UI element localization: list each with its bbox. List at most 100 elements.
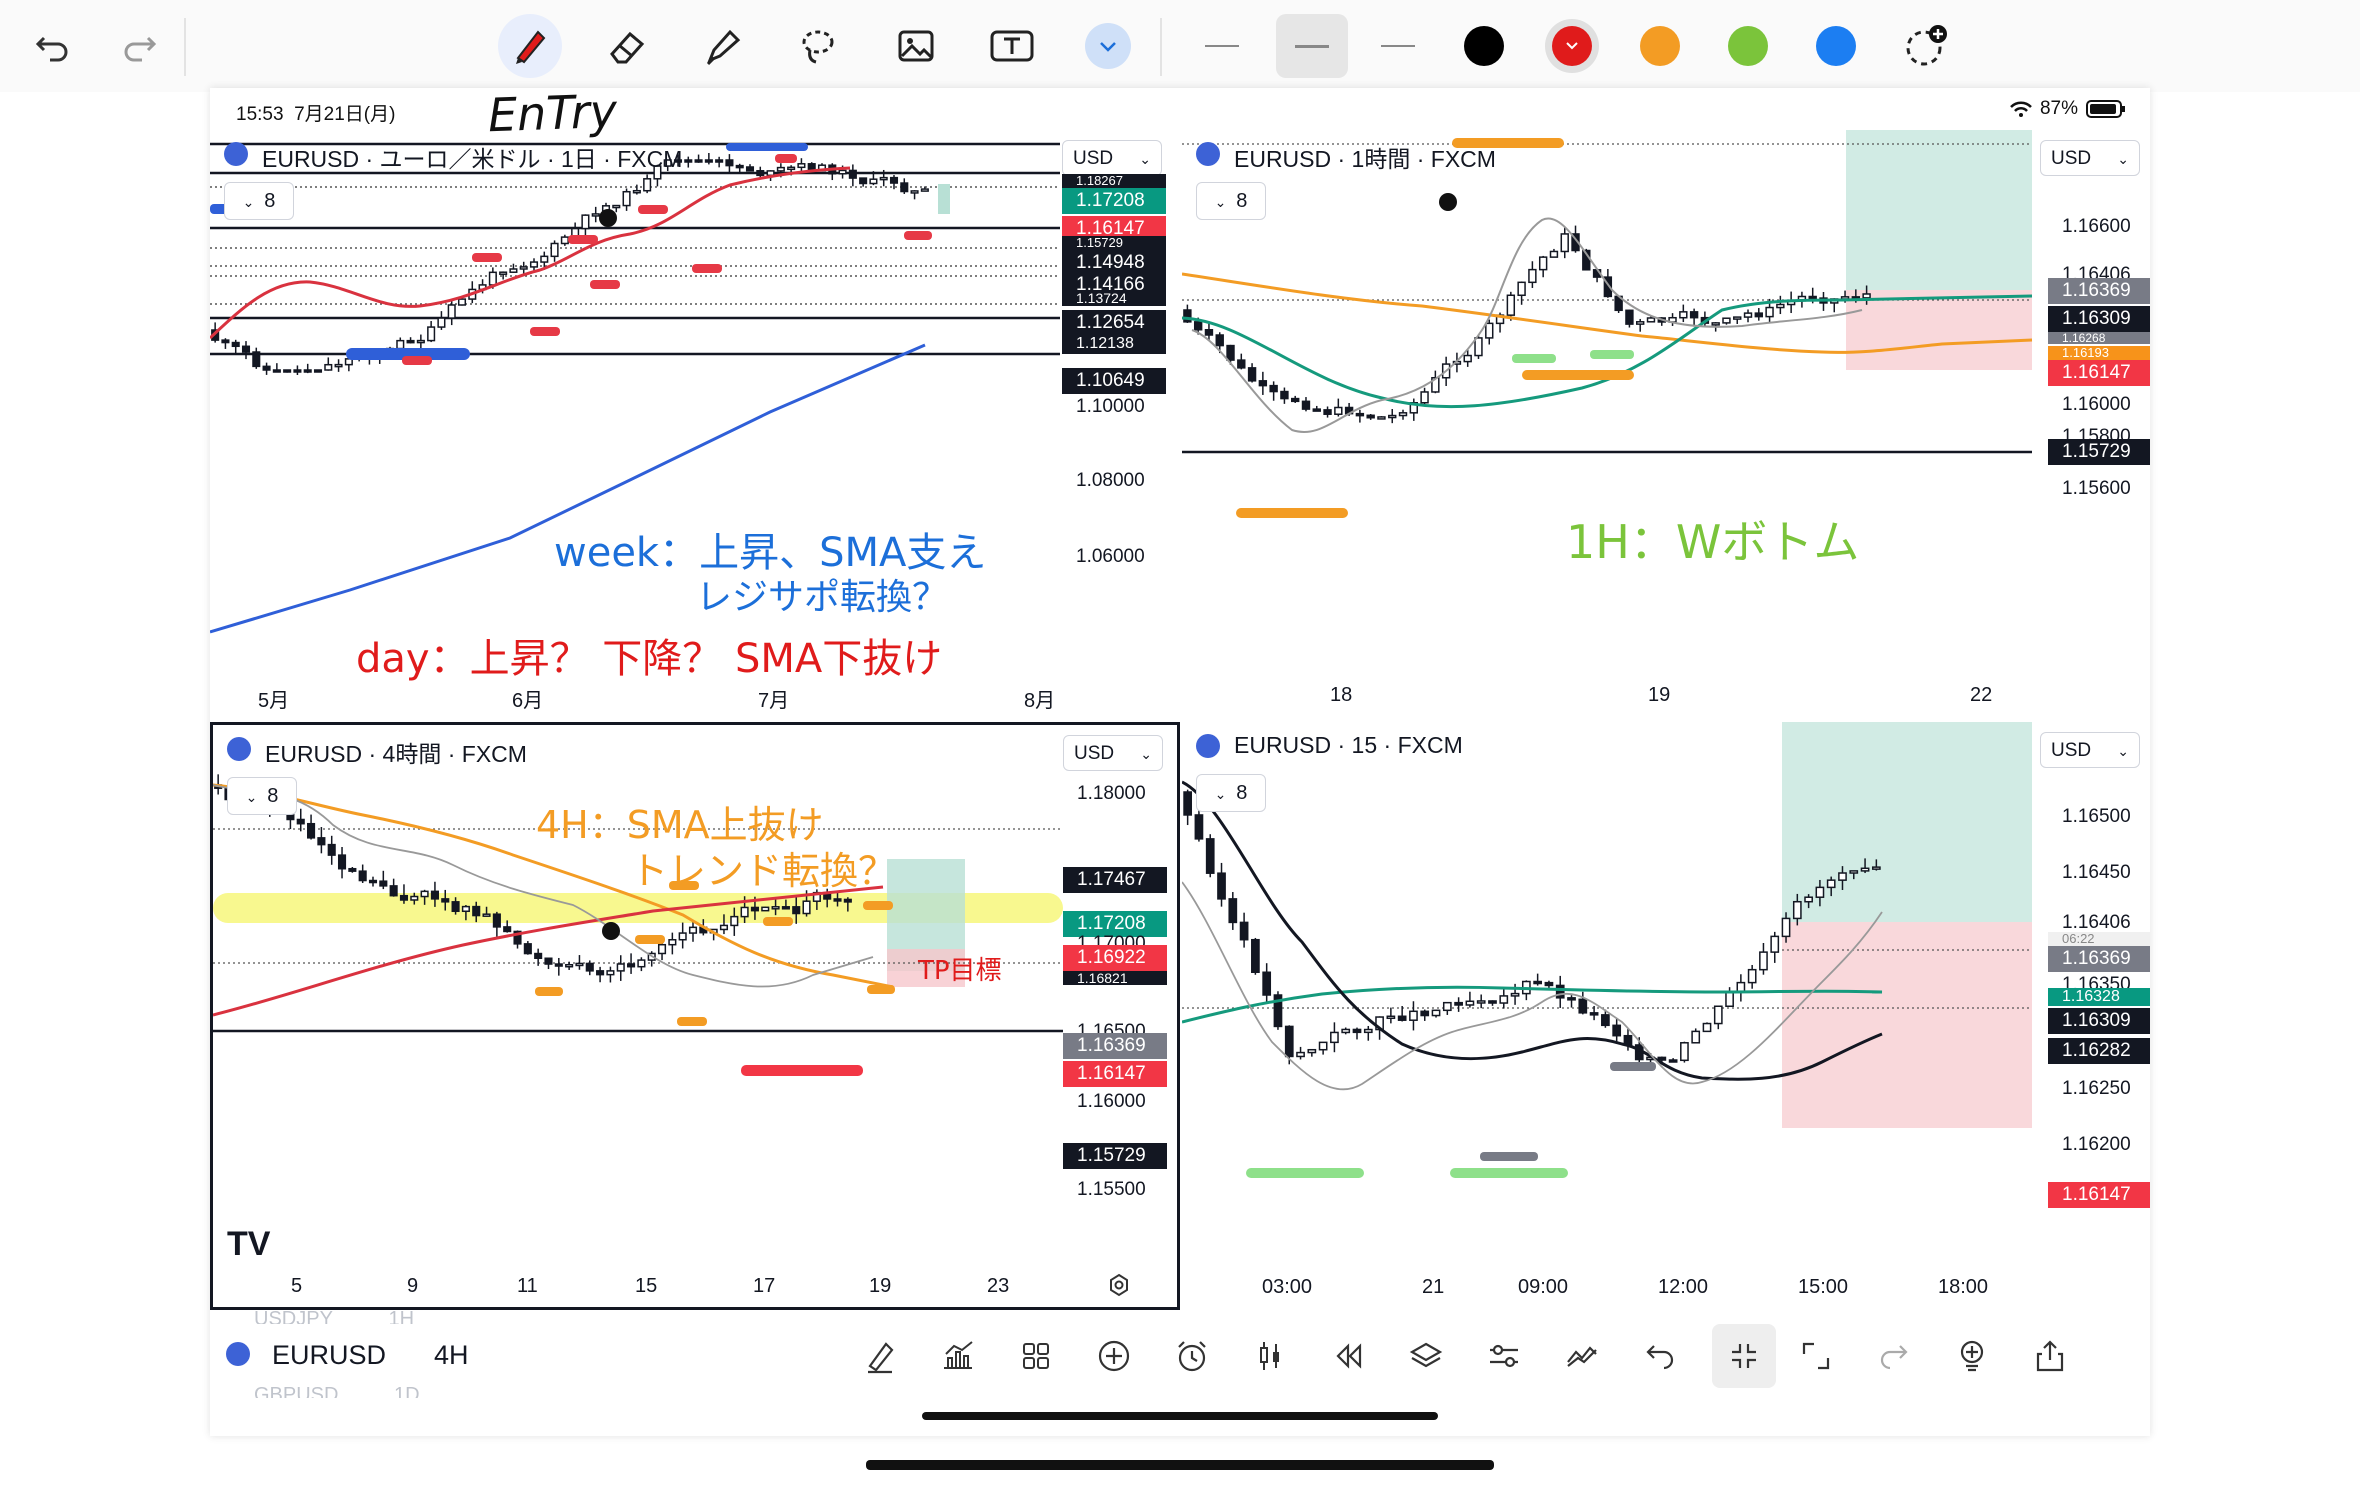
image-icon[interactable] — [884, 14, 948, 78]
candle-body — [1397, 1015, 1407, 1021]
candle-body — [1528, 268, 1537, 284]
pen-icon[interactable] — [498, 14, 562, 78]
hourly-chart-canvas[interactable] — [1182, 130, 2150, 718]
h4-chart-canvas[interactable] — [213, 725, 1177, 1307]
note-tp: TP目標 — [918, 956, 1002, 986]
hourly-price-label: 1.16600 — [2062, 216, 2131, 237]
alarm-icon[interactable] — [1166, 1330, 1218, 1382]
candle-body — [1318, 1041, 1328, 1051]
daily-currency-select[interactable]: USD ⌄ — [1062, 140, 1162, 176]
layers-icon[interactable] — [1400, 1330, 1452, 1382]
candle-body — [1849, 870, 1859, 874]
symbol-name[interactable]: EURUSD — [272, 1340, 387, 1370]
daily-tag-0: 1.17208 — [1062, 188, 1166, 214]
color-blue-swatch[interactable] — [1804, 14, 1868, 78]
collapse-icon[interactable] — [1712, 1324, 1776, 1388]
layout-grid-icon[interactable] — [1010, 1330, 1062, 1382]
color-green-swatch[interactable] — [1716, 14, 1780, 78]
candle-body — [1517, 281, 1526, 297]
hourly-currency-select[interactable]: USD ⌄ — [2040, 140, 2140, 176]
color-red-swatch[interactable] — [1540, 14, 1604, 78]
more-tools-chevron-icon[interactable] — [1076, 14, 1140, 78]
chart-panel-15m[interactable]: EURUSD · 15 · FXCM ⌄ 8 USD ⌄ 1.16500 1.164… — [1182, 722, 2150, 1310]
candle-body — [337, 854, 347, 870]
h4-indicator-toggle[interactable]: ⌄ 8 — [227, 777, 297, 815]
candle-body — [1499, 995, 1509, 1004]
candle-body — [499, 271, 508, 275]
thick-stroke-icon[interactable] — [1366, 14, 1430, 78]
candle-body — [1431, 1009, 1441, 1017]
chart-panel-daily[interactable]: EURUSD · ユーロ／米ドル · 1日 · FXCM ⌄ 8 USD ⌄ 1.1… — [210, 130, 1180, 718]
symbol-next[interactable]: GBPUSD 1D — [254, 1384, 420, 1398]
eraser-icon[interactable] — [594, 14, 658, 78]
add-color-icon[interactable] — [1894, 14, 1958, 78]
candle-body — [1386, 1015, 1396, 1020]
tradingview-logo: TV — [227, 1225, 271, 1263]
candle-body — [694, 159, 703, 163]
thin-stroke-icon[interactable] — [1190, 14, 1254, 78]
symbol-prev[interactable]: USDJPY 1H — [254, 1310, 415, 1324]
daily-price-label: 1.10000 — [1076, 396, 1145, 417]
candle-style-icon[interactable] — [1244, 1330, 1296, 1382]
compare-icon[interactable] — [1556, 1330, 1608, 1382]
candle-body — [492, 913, 501, 928]
candle-body — [1808, 295, 1817, 300]
color-orange-swatch[interactable] — [1628, 14, 1692, 78]
daily-indicator-toggle[interactable]: ⌄ 8 — [224, 182, 294, 220]
redo-icon[interactable] — [108, 14, 172, 78]
add-symbol-icon[interactable] — [1088, 1330, 1140, 1382]
settings-sliders-icon[interactable] — [1478, 1330, 1530, 1382]
undo-icon[interactable] — [20, 14, 84, 78]
m15-currency-select[interactable]: USD ⌄ — [2040, 732, 2140, 768]
candle-body — [1247, 367, 1257, 382]
candle-body — [447, 304, 456, 319]
drawing-tool-icon[interactable] — [854, 1330, 906, 1382]
replay-icon[interactable] — [1322, 1330, 1374, 1382]
idea-bulb-icon[interactable] — [1946, 1330, 1998, 1382]
candle-body — [1488, 1000, 1497, 1004]
color-black-swatch[interactable] — [1452, 14, 1516, 78]
chart-undo-icon[interactable] — [1634, 1330, 1686, 1382]
h4-title: EURUSD · 4時間 · FXCM — [265, 741, 527, 767]
highlighter-icon[interactable] — [690, 14, 754, 78]
daily-price-label: 1.06000 — [1076, 546, 1145, 567]
h4-x-label: 23 — [987, 1275, 1010, 1297]
symbol-flag-icon — [226, 1342, 250, 1366]
text-box-icon[interactable] — [980, 14, 1044, 78]
candle-body — [513, 930, 522, 945]
hourly-tag-0: 1.16369 — [2048, 278, 2150, 304]
candle-body — [843, 898, 852, 903]
medium-stroke-icon[interactable] — [1276, 14, 1348, 78]
candle-body — [231, 341, 240, 348]
chart-panel-4h[interactable]: EURUSD · 4時間 · FXCM ⌄ 8 USD ⌄ 1.18000 1.17… — [210, 722, 1180, 1310]
hourly-indicator-toggle[interactable]: ⌄ 8 — [1196, 182, 1266, 220]
candle-body — [1510, 992, 1520, 997]
lasso-icon[interactable] — [786, 14, 850, 78]
daily-chart-canvas[interactable] — [210, 130, 1180, 718]
interval-name[interactable]: 4H — [434, 1340, 469, 1370]
candle-body — [688, 926, 698, 934]
h4-currency-select[interactable]: USD ⌄ — [1063, 735, 1163, 771]
candle-body — [1538, 256, 1548, 271]
chart-panel-hourly[interactable]: EURUSD · 1時間 · FXCM ⌄ 8 USD ⌄ 1.16600 1.16… — [1182, 130, 2150, 718]
h4-tag-1: 1.17208 — [1063, 911, 1167, 937]
candle-body — [1363, 1028, 1373, 1034]
candle-body — [797, 163, 806, 169]
indicators-icon[interactable] — [932, 1330, 984, 1382]
candle-body — [1341, 1028, 1351, 1034]
candle-body — [900, 182, 909, 193]
h4-flag-icon — [227, 737, 251, 761]
candle-body — [622, 190, 631, 207]
m15-title: EURUSD · 15 · FXCM — [1234, 732, 1463, 758]
candle-body — [1485, 322, 1494, 339]
candle-body — [627, 963, 636, 968]
candle-body — [678, 932, 687, 941]
candle-body — [920, 188, 929, 192]
m15-chart-canvas[interactable] — [1182, 722, 2150, 1310]
share-icon[interactable] — [2024, 1330, 2076, 1382]
chart-redo-icon[interactable] — [1868, 1330, 1920, 1382]
fullscreen-icon[interactable] — [1790, 1330, 1842, 1382]
candle-body — [503, 926, 512, 933]
candle-body — [1312, 408, 1321, 412]
m15-indicator-toggle[interactable]: ⌄ 8 — [1196, 774, 1266, 812]
